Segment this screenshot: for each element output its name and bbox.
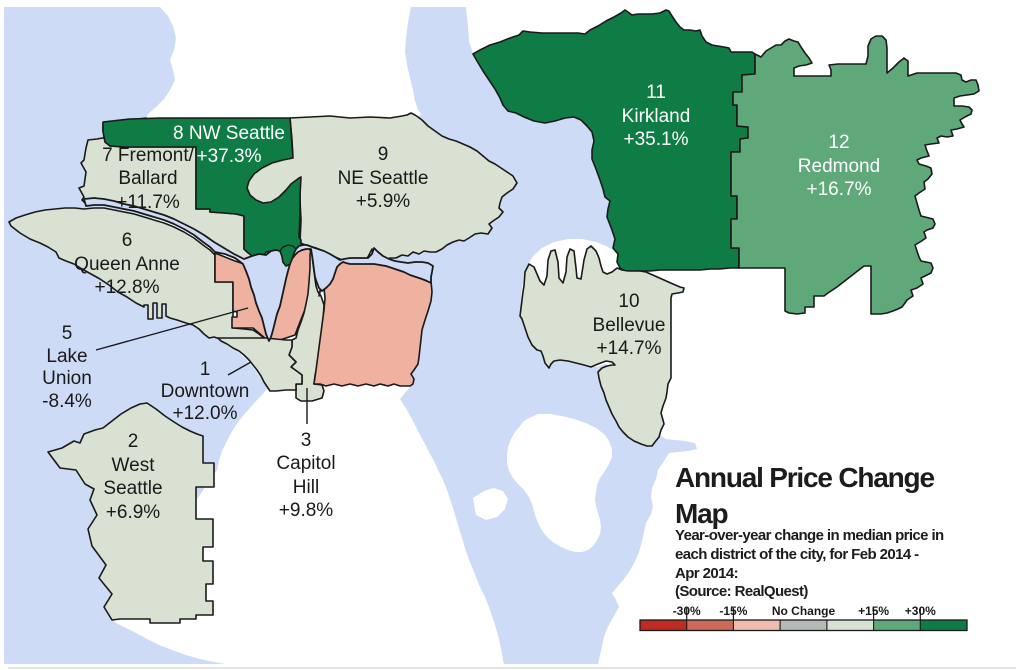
svg-text:NE Seattle: NE Seattle — [338, 168, 429, 189]
svg-text:-30%: -30% — [673, 604, 701, 618]
svg-text:+12.8%: +12.8% — [95, 277, 160, 298]
svg-text:+35.1%: +35.1% — [624, 129, 689, 150]
svg-text:+16.7%: +16.7% — [807, 179, 872, 200]
svg-text:6: 6 — [122, 230, 133, 251]
svg-text:Seattle: Seattle — [103, 478, 162, 499]
svg-text:10: 10 — [618, 291, 639, 312]
svg-text:Annual Price Change: Annual Price Change — [675, 462, 934, 493]
svg-text:Map: Map — [675, 498, 727, 529]
svg-text:Downtown: Downtown — [161, 381, 250, 402]
svg-text:+15%: +15% — [858, 604, 889, 618]
svg-text:No Change: No Change — [772, 604, 836, 618]
svg-text:2: 2 — [128, 431, 139, 452]
svg-text:Year-over-year change in media: Year-over-year change in median price in — [675, 527, 944, 544]
svg-text:+30%: +30% — [905, 604, 936, 618]
svg-text:+9.8%: +9.8% — [279, 500, 334, 521]
svg-text:Lake: Lake — [46, 346, 87, 367]
svg-text:+37.3%: +37.3% — [197, 146, 262, 167]
svg-text:+5.9%: +5.9% — [356, 191, 411, 212]
svg-text:Queen Anne: Queen Anne — [74, 254, 180, 275]
svg-text:Ballard: Ballard — [118, 168, 177, 189]
svg-text:1: 1 — [200, 359, 211, 380]
svg-text:12: 12 — [828, 132, 849, 153]
svg-text:+14.7%: +14.7% — [597, 338, 662, 359]
svg-text:Capitol: Capitol — [276, 453, 335, 474]
svg-text:7 Fremont/: 7 Fremont/ — [102, 145, 195, 166]
svg-text:Hill: Hill — [293, 477, 319, 498]
svg-text:Redmond: Redmond — [798, 156, 880, 177]
svg-text:+11.7%: +11.7% — [116, 192, 180, 213]
svg-text:11: 11 — [646, 82, 666, 103]
svg-text:Kirkland: Kirkland — [622, 106, 691, 127]
svg-text:(Source: RealQuest): (Source: RealQuest) — [675, 583, 808, 600]
svg-text:West: West — [112, 455, 156, 476]
svg-text:each district of the city, for: each district of the city, for Feb 2014 … — [675, 546, 919, 563]
svg-text:5: 5 — [62, 323, 73, 344]
svg-text:3: 3 — [301, 430, 312, 451]
svg-text:Apr 2014:: Apr 2014: — [675, 565, 738, 582]
svg-text:-8.4%: -8.4% — [42, 391, 92, 412]
svg-text:Union: Union — [42, 368, 92, 389]
svg-text:9: 9 — [378, 144, 389, 165]
svg-text:+6.9%: +6.9% — [106, 502, 161, 523]
svg-text:+12.0%: +12.0% — [173, 403, 238, 424]
svg-text:8 NW Seattle: 8 NW Seattle — [173, 123, 285, 144]
svg-text:-15%: -15% — [719, 604, 747, 618]
svg-text:Bellevue: Bellevue — [593, 315, 666, 336]
